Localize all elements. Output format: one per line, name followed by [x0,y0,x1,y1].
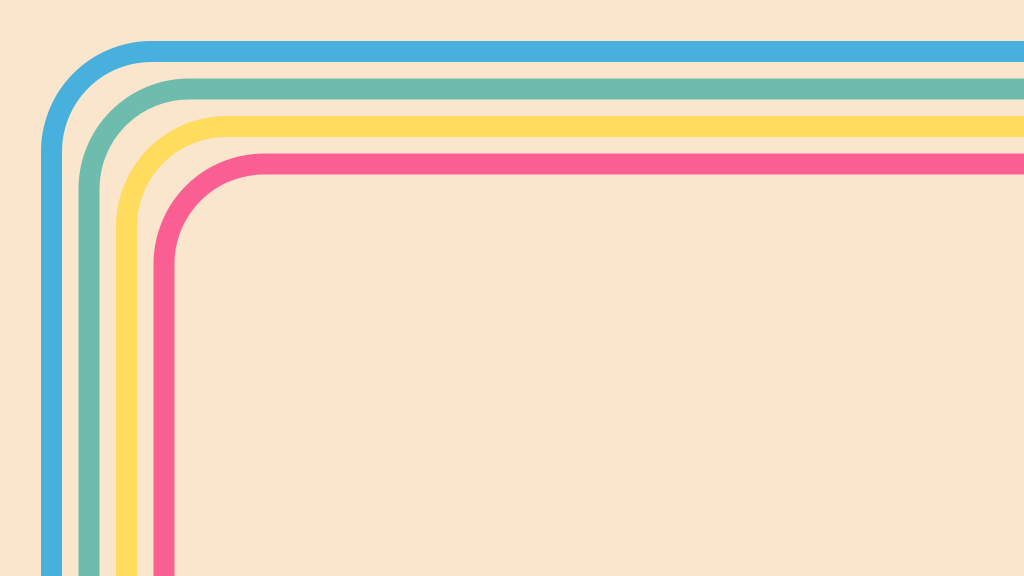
stripe-teal [78,78,1024,576]
stripe-blue [41,41,1024,576]
stripe-yellow [116,116,1024,576]
stripe-pink [153,153,1024,576]
